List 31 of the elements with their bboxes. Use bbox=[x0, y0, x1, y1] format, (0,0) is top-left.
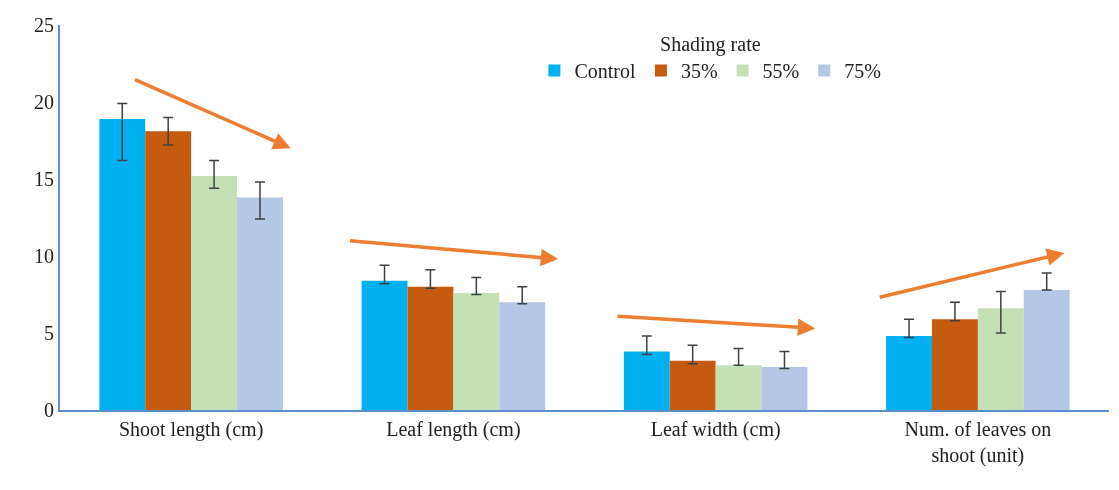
x-tick-label: Num. of leaves on shoot (unit) bbox=[904, 418, 1052, 467]
bar bbox=[623, 351, 670, 410]
bar bbox=[669, 360, 716, 410]
bar bbox=[931, 319, 978, 410]
x-tick-label: Shoot length (cm) bbox=[118, 418, 264, 441]
y-tick-label: 5 bbox=[44, 322, 54, 344]
bar bbox=[1023, 289, 1070, 410]
bar bbox=[145, 131, 192, 410]
bar bbox=[977, 308, 1024, 410]
bar bbox=[886, 336, 932, 410]
bar bbox=[453, 292, 500, 410]
legend-label: 75% bbox=[844, 60, 881, 83]
y-tick-label: 15 bbox=[34, 168, 54, 190]
y-tick-label: 10 bbox=[34, 245, 54, 267]
legend-label: 55% bbox=[762, 60, 800, 83]
legend-label: Control bbox=[574, 60, 636, 83]
bar bbox=[407, 286, 454, 410]
bar bbox=[499, 302, 546, 410]
x-tick-label: Leaf width (cm) bbox=[650, 418, 781, 441]
y-tick-label: 0 bbox=[44, 399, 54, 421]
bar bbox=[761, 366, 808, 410]
legend-label: 35% bbox=[680, 60, 718, 83]
x-tick-label: Leaf length (cm) bbox=[386, 418, 521, 441]
bar bbox=[191, 175, 238, 410]
bar bbox=[237, 197, 283, 410]
bar bbox=[99, 118, 146, 410]
y-tick-label: 20 bbox=[34, 91, 54, 113]
bar bbox=[715, 365, 762, 410]
y-tick-label: 25 bbox=[34, 14, 54, 36]
bar bbox=[361, 280, 408, 410]
legend-title: Shading rate bbox=[660, 33, 761, 56]
